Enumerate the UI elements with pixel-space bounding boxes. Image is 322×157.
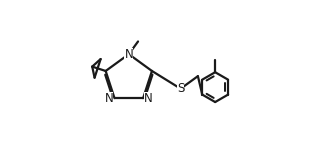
Text: N: N — [105, 92, 113, 105]
Text: N: N — [124, 48, 133, 61]
Text: S: S — [177, 82, 184, 95]
Text: N: N — [144, 92, 153, 105]
